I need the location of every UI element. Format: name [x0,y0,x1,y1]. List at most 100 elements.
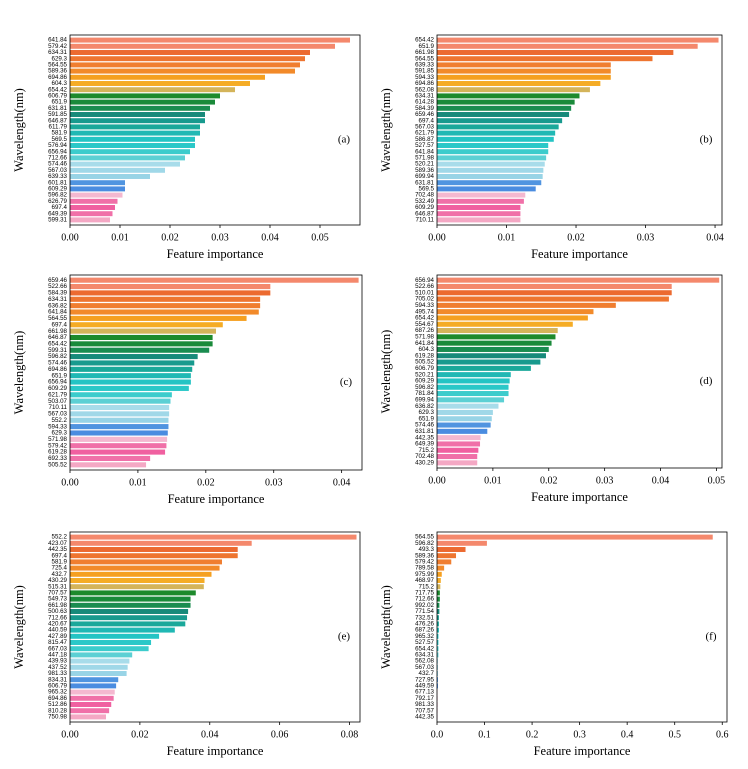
y-tick-label: 641.84 [48,37,67,44]
y-tick-label: 656.94 [48,148,67,155]
plot-frame [69,274,363,471]
y-tick-label: 571.98 [415,333,434,340]
bar [70,143,195,148]
plot-frame [69,531,361,723]
y-tick-label: 579.42 [48,43,67,50]
bar [437,155,547,161]
y-tick-label: 792.17 [415,695,434,702]
bar [70,565,220,571]
bar [70,559,222,565]
y-tick-label: 609.29 [48,385,67,392]
bar [437,384,509,390]
y-tick-label: 654.42 [48,340,67,347]
y-tick-label: 629.3 [52,55,68,62]
y-tick-label: 717.75 [415,590,434,597]
x-tick-label: 0.00 [428,232,446,243]
y-tick-label: 659.46 [415,111,434,118]
bar [437,621,439,627]
bar [70,211,113,217]
bar [70,37,350,43]
y-tick-label: 651.9 [52,372,68,379]
bar [70,689,115,695]
y-tick-label: 564.55 [415,534,434,541]
x-tick-label: 0.02 [197,477,215,488]
y-tick-label: 710.11 [416,217,435,224]
y-tick-label: 510.01 [415,289,434,296]
bar [70,455,151,461]
x-tick-label: 0.00 [61,729,79,740]
bar [437,118,563,124]
bar [70,93,220,99]
bar [437,112,570,117]
bar [70,87,235,93]
x-tick-label: 0.2 [526,729,539,740]
bar [437,460,478,466]
y-tick-label: 512.86 [48,701,67,708]
y-tick-label: 579.42 [48,442,67,449]
y-tick-label: 564.55 [48,62,67,69]
bar [437,640,439,645]
y-tick-label: 442.35 [48,546,67,553]
y-tick-label: 476.26 [415,621,434,628]
bar [70,296,261,302]
x-tick-label: 0.02 [567,232,585,243]
y-tick-label: 692.33 [48,455,67,462]
bar [70,584,204,590]
bar [437,609,440,614]
bar [70,366,193,372]
y-tick-label: 567.03 [415,664,434,671]
bar [437,365,531,371]
bar [70,217,110,223]
y-tick-label: 447.18 [48,652,67,659]
y-tick-label: 659.46 [48,277,67,284]
bar [437,124,559,130]
plot-frame [436,274,723,469]
panel: 641.84579.42634.31629.3564.55589.36694.8… [12,34,361,261]
bar [70,540,252,546]
bar [70,277,359,283]
bar [70,334,213,341]
bar [437,578,441,583]
y-tick-label: 449.59 [415,683,434,690]
bar [437,359,541,365]
bar [437,81,601,86]
y-tick-label: 599.31 [48,217,67,224]
y-axis-label: Wavelength(nm) [379,330,393,414]
bar [70,621,186,627]
bar [70,627,175,633]
y-tick-label: 611.79 [49,124,68,131]
bar [437,296,669,302]
y-tick-label: 606.79 [48,93,67,100]
bar [437,290,672,296]
y-tick-label: 579.42 [415,559,434,566]
bar [437,180,542,186]
y-tick-label: 569.5 [52,136,68,143]
y-tick-label: 574.46 [48,161,67,168]
y-tick-label: 641.84 [48,309,67,316]
y-tick-label: 636.82 [415,403,434,410]
bar [437,540,487,546]
y-tick-label: 699.94 [415,396,434,403]
bar [437,68,611,74]
y-tick-label: 727.95 [415,676,434,683]
y-tick-label: 981.33 [48,670,67,677]
y-tick-label: 522.66 [48,283,67,290]
y-tick-label: 667.03 [48,645,67,652]
y-tick-label: 442.35 [415,714,434,721]
y-tick-label: 554.67 [415,321,434,328]
bar [437,658,438,664]
x-tick-label: 0.02 [131,729,149,740]
bar [437,167,544,173]
y-tick-label: 781.84 [415,390,434,397]
bar [437,428,488,434]
bar [437,602,440,608]
y-tick-label: 694.86 [415,80,434,87]
y-tick-label: 437.52 [48,664,67,671]
panel-label: (e) [338,631,351,643]
bar [437,346,549,352]
y-tick-label: 594.33 [415,74,434,81]
panel-label: (d) [700,375,713,387]
y-tick-label: 589.36 [415,552,434,559]
x-axis-label: Feature importance [531,490,628,504]
x-tick-label: 0.03 [637,232,655,243]
